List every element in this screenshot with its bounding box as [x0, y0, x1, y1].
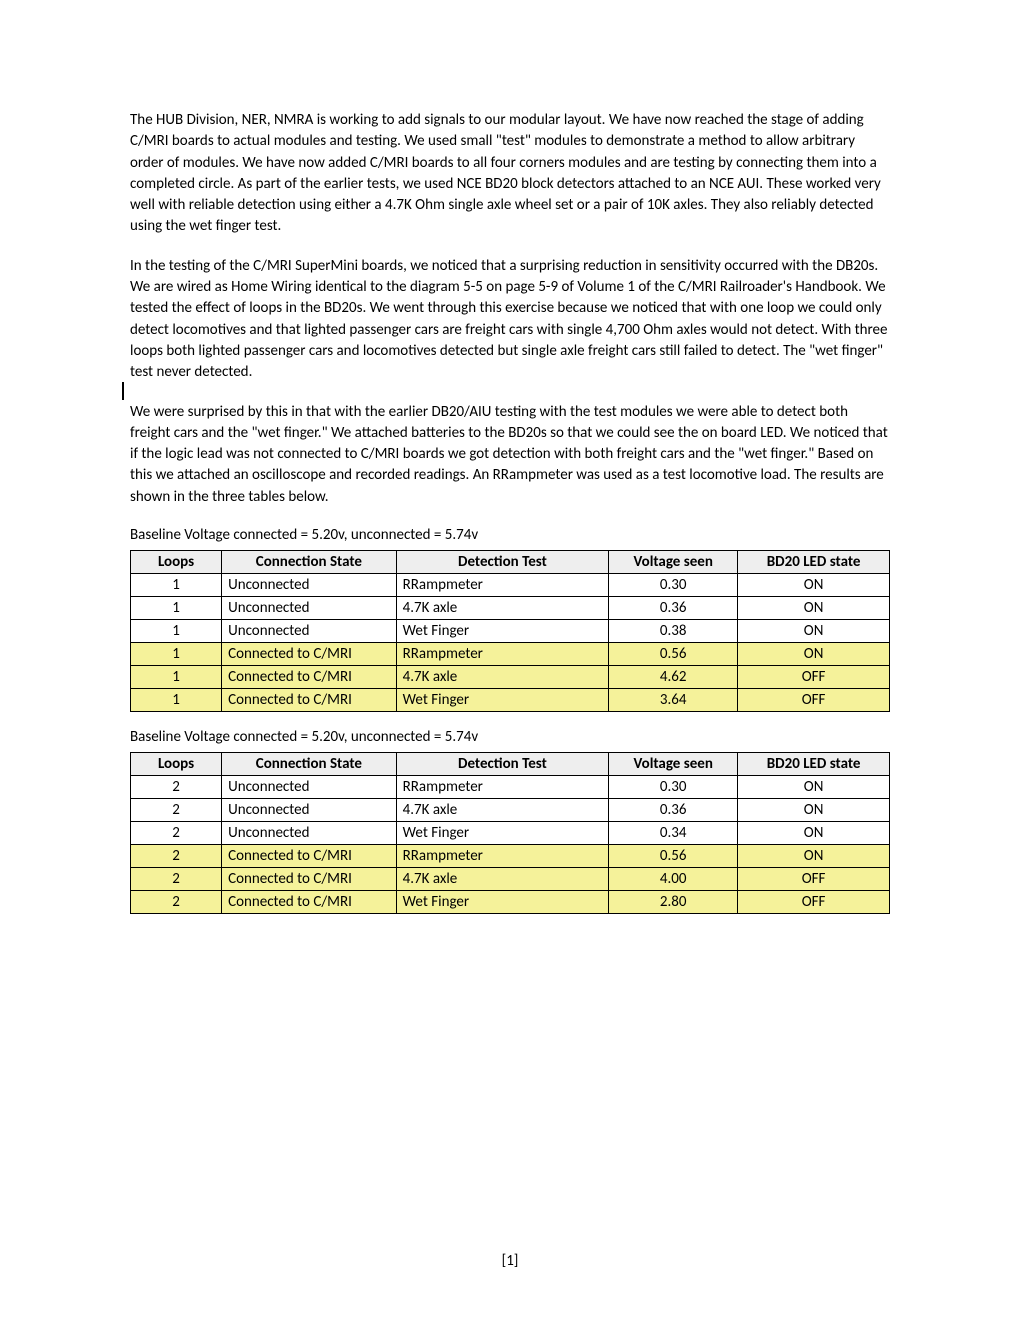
header-led-state: BD20 LED state [738, 551, 890, 574]
table-cell: 0.56 [609, 643, 738, 666]
table-row: 2UnconnectedWet Finger0.34ON [131, 822, 890, 845]
table-row: 1Unconnected4.7K axle0.36ON [131, 597, 890, 620]
header-led-state: BD20 LED state [738, 753, 890, 776]
table1-caption: Baseline Voltage connected = 5.20v, unco… [130, 526, 890, 544]
table-cell: 2 [131, 822, 222, 845]
table-row: 1UnconnectedRRampmeter0.30ON [131, 574, 890, 597]
table-cell: Unconnected [222, 822, 397, 845]
table-cell: 4.62 [609, 666, 738, 689]
table-cell: Wet Finger [396, 822, 609, 845]
table-cell: RRampmeter [396, 776, 609, 799]
table-cell: 2.80 [609, 891, 738, 914]
table-cell: RRampmeter [396, 643, 609, 666]
header-voltage: Voltage seen [609, 753, 738, 776]
revision-bar [122, 382, 124, 400]
table-cell: 0.56 [609, 845, 738, 868]
table-cell: 4.00 [609, 868, 738, 891]
table-cell: ON [738, 574, 890, 597]
table-cell: ON [738, 597, 890, 620]
table-cell: ON [738, 776, 890, 799]
table-cell: Wet Finger [396, 689, 609, 712]
table-cell: 0.34 [609, 822, 738, 845]
header-detection-test: Detection Test [396, 753, 609, 776]
table-cell: RRampmeter [396, 574, 609, 597]
table-cell: Wet Finger [396, 891, 609, 914]
table-cell: ON [738, 822, 890, 845]
header-connection: Connection State [222, 551, 397, 574]
header-detection-test: Detection Test [396, 551, 609, 574]
table-cell: ON [738, 799, 890, 822]
table-cell: ON [738, 845, 890, 868]
table-row: 2Connected to C/MRIWet Finger2.80OFF [131, 891, 890, 914]
table-cell: 4.7K axle [396, 868, 609, 891]
table-row: 1Connected to C/MRI4.7K axle4.62OFF [131, 666, 890, 689]
table-cell: 2 [131, 799, 222, 822]
table-cell: RRampmeter [396, 845, 609, 868]
table-cell: Unconnected [222, 597, 397, 620]
header-loops: Loops [131, 551, 222, 574]
table-row: 1Connected to C/MRIRRampmeter0.56ON [131, 643, 890, 666]
table-cell: OFF [738, 689, 890, 712]
table-cell: Connected to C/MRI [222, 868, 397, 891]
table-cell: Unconnected [222, 620, 397, 643]
table-row: 1UnconnectedWet Finger0.38ON [131, 620, 890, 643]
table-cell: 2 [131, 845, 222, 868]
table-1: Loops Connection State Detection Test Vo… [130, 550, 890, 712]
table-cell: OFF [738, 868, 890, 891]
table-cell: Unconnected [222, 799, 397, 822]
table-cell: 1 [131, 666, 222, 689]
table-cell: Connected to C/MRI [222, 891, 397, 914]
table-cell: Unconnected [222, 574, 397, 597]
table-cell: 1 [131, 689, 222, 712]
table-cell: 4.7K axle [396, 597, 609, 620]
table-cell: 1 [131, 643, 222, 666]
table-row: 2Unconnected4.7K axle0.36ON [131, 799, 890, 822]
table-cell: 4.7K axle [396, 799, 609, 822]
table-cell: ON [738, 620, 890, 643]
table-row: 2UnconnectedRRampmeter0.30ON [131, 776, 890, 799]
table-cell: 1 [131, 574, 222, 597]
table-header-row: Loops Connection State Detection Test Vo… [131, 551, 890, 574]
table-cell: Unconnected [222, 776, 397, 799]
table-cell: 1 [131, 597, 222, 620]
table-row: 2Connected to C/MRIRRampmeter0.56ON [131, 845, 890, 868]
table2-caption: Baseline Voltage connected = 5.20v, unco… [130, 728, 890, 746]
table-row: 2Connected to C/MRI4.7K axle4.00OFF [131, 868, 890, 891]
table-cell: 0.38 [609, 620, 738, 643]
table-cell: 0.36 [609, 799, 738, 822]
table-cell: ON [738, 643, 890, 666]
table-cell: 4.7K axle [396, 666, 609, 689]
table-cell: 3.64 [609, 689, 738, 712]
table-cell: Connected to C/MRI [222, 666, 397, 689]
table-cell: 2 [131, 868, 222, 891]
table-cell: 2 [131, 776, 222, 799]
table-cell: 2 [131, 891, 222, 914]
header-voltage: Voltage seen [609, 551, 738, 574]
table-cell: OFF [738, 666, 890, 689]
header-loops: Loops [131, 753, 222, 776]
table-cell: 0.30 [609, 776, 738, 799]
paragraph-3: We were surprised by this in that with t… [130, 402, 890, 508]
table-cell: OFF [738, 891, 890, 914]
paragraph-1: The HUB Division, NER, NMRA is working t… [130, 110, 890, 238]
table-header-row: Loops Connection State Detection Test Vo… [131, 753, 890, 776]
table-cell: 0.30 [609, 574, 738, 597]
header-connection: Connection State [222, 753, 397, 776]
table-cell: 0.36 [609, 597, 738, 620]
paragraph-2: In the testing of the C/MRI SuperMini bo… [130, 256, 890, 384]
table-cell: Connected to C/MRI [222, 643, 397, 666]
table-row: 1Connected to C/MRIWet Finger3.64OFF [131, 689, 890, 712]
table-cell: 1 [131, 620, 222, 643]
table-2: Loops Connection State Detection Test Vo… [130, 752, 890, 914]
table-cell: Wet Finger [396, 620, 609, 643]
table-cell: Connected to C/MRI [222, 845, 397, 868]
page-number: [1] [0, 1252, 1020, 1270]
table-cell: Connected to C/MRI [222, 689, 397, 712]
